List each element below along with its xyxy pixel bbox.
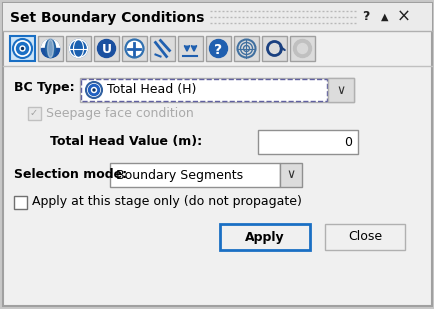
Ellipse shape (46, 40, 56, 57)
Bar (261, 36, 286, 61)
Bar (80, 78, 353, 102)
Bar (206, 36, 230, 61)
Circle shape (41, 40, 59, 57)
Bar (110, 163, 279, 187)
Ellipse shape (47, 40, 53, 57)
Bar (257, 130, 357, 154)
Bar (38, 36, 63, 61)
Text: Close: Close (347, 231, 381, 243)
Circle shape (125, 40, 143, 57)
Text: ×: × (396, 8, 410, 26)
Circle shape (293, 40, 311, 57)
Circle shape (13, 39, 32, 58)
Bar (220, 224, 309, 250)
Text: ∨: ∨ (286, 168, 295, 181)
Bar (289, 36, 314, 61)
Wedge shape (41, 49, 59, 57)
Bar (150, 36, 174, 61)
Text: ▲: ▲ (380, 12, 388, 22)
Text: BC Type:: BC Type: (14, 82, 75, 95)
Bar (28, 107, 41, 120)
Bar (279, 163, 301, 187)
Bar (94, 36, 119, 61)
Text: ?: ? (362, 11, 369, 23)
Text: ∨: ∨ (335, 83, 345, 96)
Bar (122, 36, 147, 61)
Circle shape (97, 40, 115, 57)
Bar (10, 36, 35, 61)
Circle shape (86, 82, 102, 98)
Text: Total Head (H): Total Head (H) (107, 83, 196, 96)
Circle shape (69, 40, 87, 57)
Bar (178, 36, 203, 61)
Text: ?: ? (214, 43, 222, 57)
Circle shape (20, 46, 25, 51)
Circle shape (297, 44, 307, 53)
Circle shape (16, 43, 29, 54)
Circle shape (21, 48, 23, 49)
Circle shape (93, 89, 95, 91)
Text: Apply: Apply (245, 231, 284, 243)
Text: Selection mode:: Selection mode: (14, 168, 127, 181)
Text: Total Head Value (m):: Total Head Value (m): (50, 136, 202, 149)
Bar (327, 78, 353, 102)
Text: Seepage face condition: Seepage face condition (46, 107, 193, 120)
Wedge shape (41, 40, 59, 49)
Text: 0: 0 (343, 136, 351, 149)
Bar (14, 196, 27, 209)
Bar (66, 36, 91, 61)
Text: Set Boundary Conditions: Set Boundary Conditions (10, 11, 204, 25)
Circle shape (88, 84, 99, 95)
Text: Apply at this stage only (do not propagate): Apply at this stage only (do not propaga… (32, 196, 301, 209)
Text: ✓: ✓ (30, 108, 38, 118)
Bar (233, 36, 258, 61)
Circle shape (91, 87, 96, 92)
Bar (81, 79, 326, 101)
Text: Boundary Segments: Boundary Segments (116, 168, 243, 181)
Circle shape (209, 40, 227, 57)
Bar (3, 3, 431, 31)
Text: U: U (101, 43, 111, 56)
Bar (324, 224, 404, 250)
